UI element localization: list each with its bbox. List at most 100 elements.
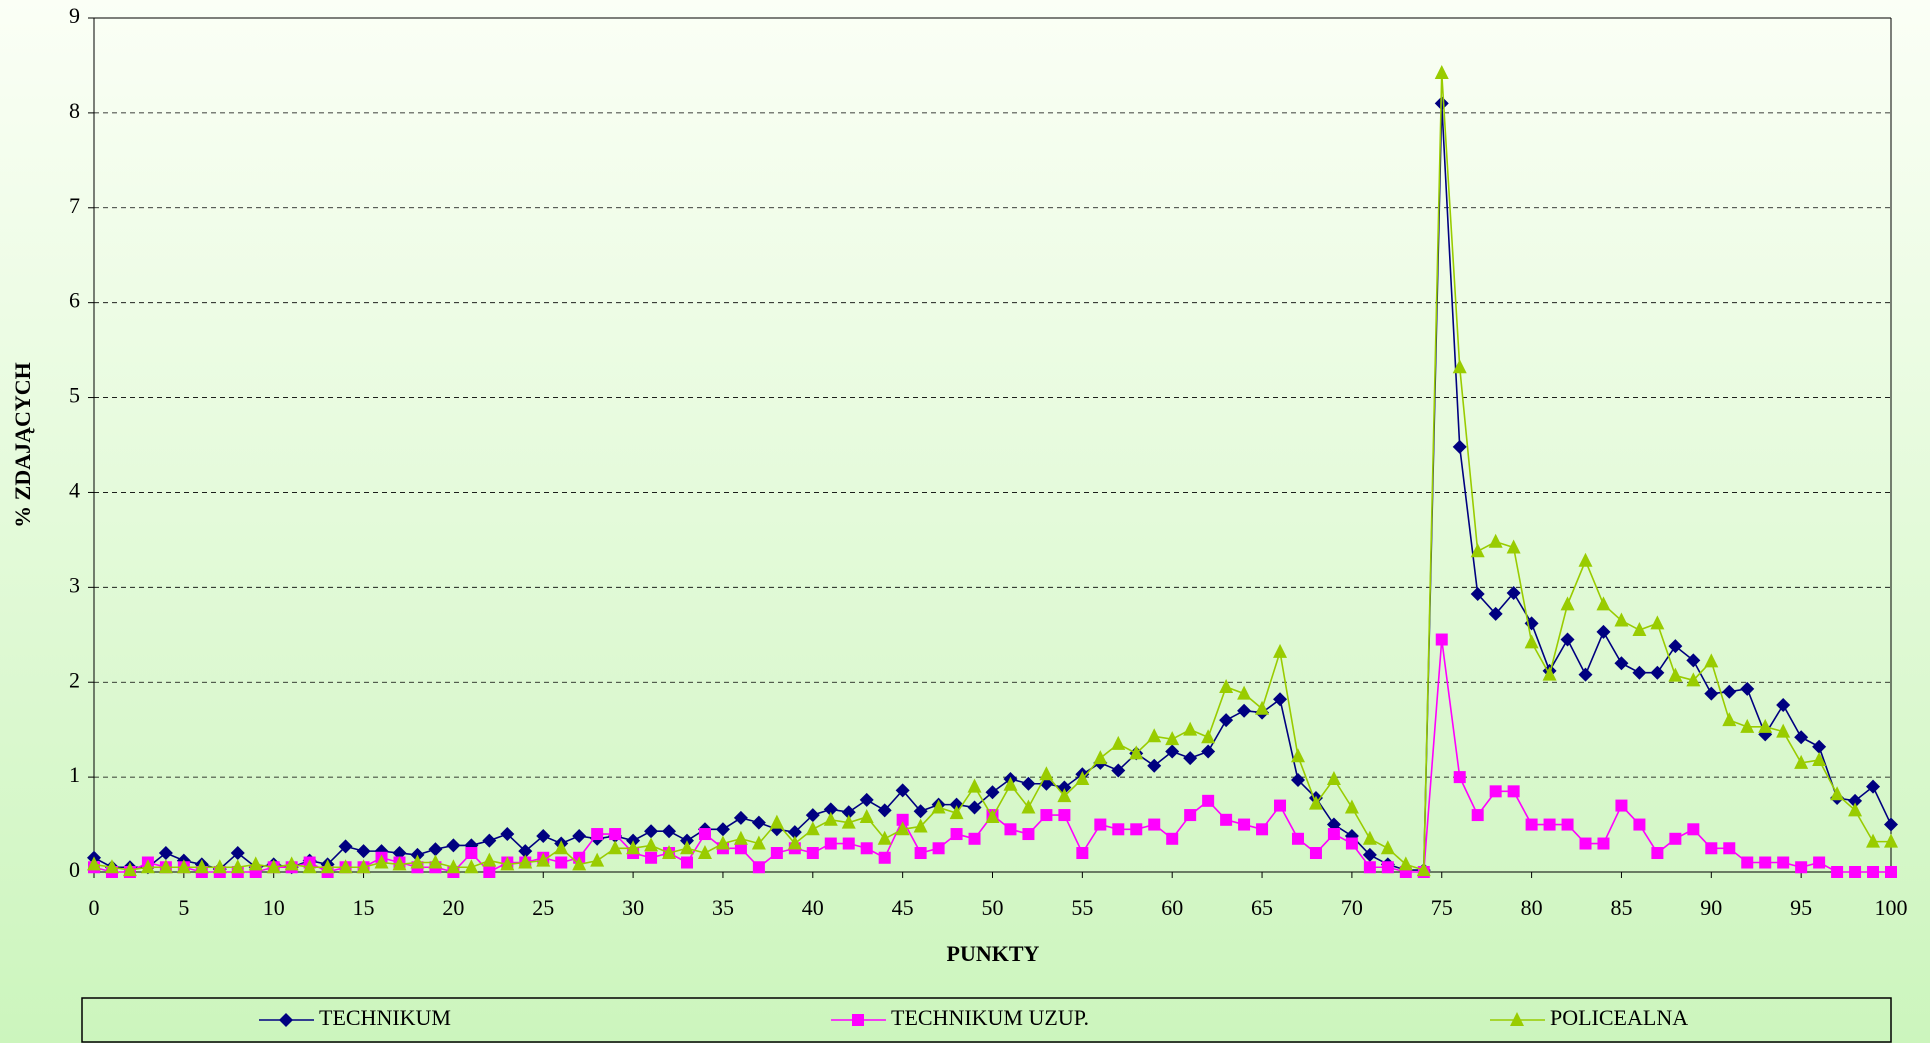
marker (1237, 685, 1252, 700)
marker (1723, 842, 1736, 855)
marker (1057, 788, 1072, 803)
marker (356, 844, 371, 859)
marker (428, 842, 443, 857)
marker (985, 808, 1000, 823)
marker (1597, 837, 1610, 850)
marker (1831, 866, 1844, 878)
x-tick-label: 35 (712, 895, 734, 920)
marker (1308, 795, 1323, 810)
marker (1362, 847, 1377, 862)
marker (590, 852, 605, 867)
marker (1686, 672, 1701, 687)
marker (770, 847, 783, 860)
marker (1021, 776, 1036, 791)
marker (895, 821, 910, 836)
legend-label: POLICEALNA (1550, 1005, 1688, 1030)
marker (446, 859, 461, 874)
marker (1812, 739, 1827, 754)
marker (644, 824, 659, 839)
y-tick-label: 1 (69, 762, 80, 787)
marker (1560, 596, 1575, 611)
marker (878, 851, 891, 864)
marker (1112, 823, 1125, 836)
marker (591, 828, 604, 841)
legend-box (81, 997, 1892, 1043)
y-tick-label: 8 (69, 98, 80, 123)
x-tick-label: 75 (1431, 895, 1453, 920)
y-tick-label: 5 (69, 383, 80, 408)
marker (967, 800, 982, 815)
marker (1758, 718, 1773, 733)
marker (751, 835, 766, 850)
marker (1741, 856, 1754, 869)
marker (104, 859, 119, 874)
marker (518, 854, 533, 869)
marker (158, 859, 173, 874)
marker (1650, 665, 1665, 680)
marker (824, 837, 837, 850)
marker (392, 856, 407, 871)
marker (787, 825, 802, 840)
marker (1255, 700, 1270, 715)
marker (1615, 799, 1628, 812)
x-tick-label: 70 (1341, 895, 1363, 920)
marker (284, 856, 299, 871)
marker (852, 1014, 864, 1026)
marker (681, 856, 694, 869)
marker (787, 835, 802, 850)
marker (230, 846, 245, 861)
marker (932, 842, 945, 855)
marker (1740, 718, 1755, 733)
marker (1327, 828, 1340, 841)
marker (644, 837, 659, 852)
marker (1416, 862, 1431, 877)
marker (715, 835, 730, 850)
marker (1363, 861, 1376, 874)
marker (1220, 813, 1233, 826)
marker (733, 830, 748, 845)
marker (1510, 1012, 1524, 1026)
marker (1596, 596, 1611, 611)
x-tick-label: 0 (89, 895, 100, 920)
marker (1273, 643, 1288, 658)
marker (483, 866, 496, 878)
marker (1075, 771, 1090, 786)
marker (1722, 712, 1737, 727)
marker (1776, 723, 1791, 738)
marker (500, 856, 515, 871)
legend-label: TECHNIKUM (319, 1005, 451, 1030)
marker (1129, 745, 1144, 760)
marker (1076, 847, 1089, 860)
marker (500, 827, 515, 842)
x-tick-label: 5 (178, 895, 189, 920)
marker (1111, 735, 1126, 750)
marker (751, 815, 766, 830)
marker (823, 802, 838, 817)
marker (1003, 776, 1018, 791)
marker (1795, 861, 1808, 874)
marker (212, 859, 227, 874)
marker (1633, 818, 1646, 831)
marker (1489, 785, 1502, 798)
marker (1740, 681, 1755, 696)
marker (1435, 633, 1448, 646)
marker (715, 822, 730, 837)
y-tick-label: 9 (69, 3, 80, 28)
marker (1398, 856, 1413, 871)
marker (518, 844, 533, 859)
marker (1543, 818, 1556, 831)
marker (87, 856, 101, 871)
marker (877, 803, 892, 818)
marker (842, 837, 855, 850)
marker (1849, 866, 1862, 878)
marker (410, 854, 425, 869)
marker (645, 851, 658, 864)
marker (482, 852, 497, 867)
x-tick-label: 90 (1700, 895, 1722, 920)
marker (1183, 751, 1198, 766)
x-tick-label: 15 (353, 895, 375, 920)
marker (1632, 665, 1647, 680)
marker (1219, 713, 1234, 728)
series-line (93, 639, 1891, 873)
y-tick-label: 2 (69, 667, 80, 692)
